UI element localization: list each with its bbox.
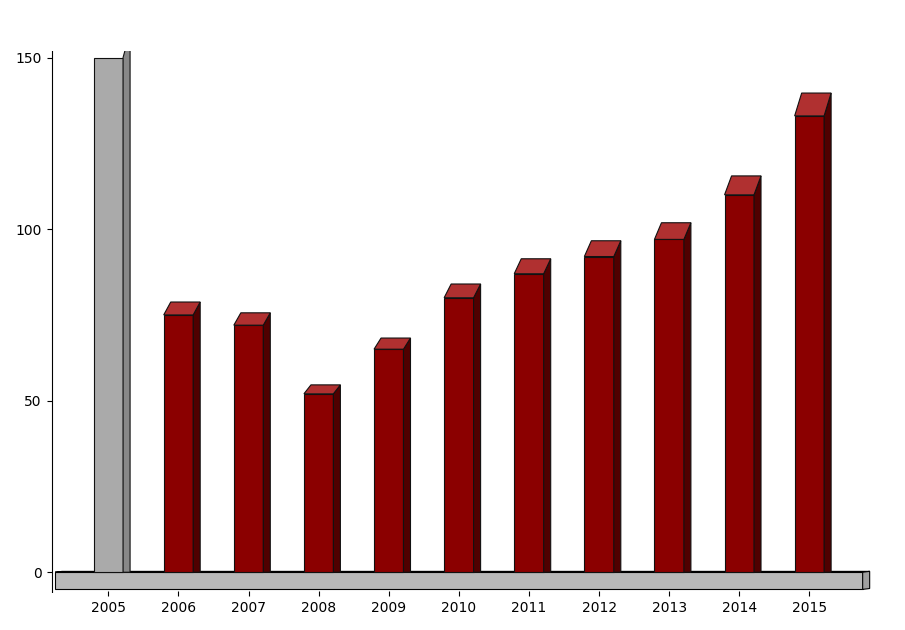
Polygon shape [473, 284, 481, 572]
Polygon shape [824, 93, 831, 572]
Polygon shape [684, 223, 691, 572]
Polygon shape [654, 223, 691, 239]
Polygon shape [514, 259, 551, 273]
Polygon shape [123, 32, 130, 572]
Polygon shape [233, 313, 271, 325]
Polygon shape [614, 241, 621, 572]
Polygon shape [193, 302, 200, 572]
Polygon shape [93, 57, 123, 572]
Polygon shape [55, 571, 870, 572]
Polygon shape [725, 176, 761, 195]
Polygon shape [333, 385, 340, 572]
Polygon shape [304, 385, 340, 394]
Polygon shape [795, 116, 824, 572]
Polygon shape [795, 93, 831, 116]
Polygon shape [862, 571, 870, 590]
Polygon shape [233, 325, 263, 572]
Polygon shape [263, 313, 271, 572]
Polygon shape [585, 256, 614, 572]
Polygon shape [374, 349, 404, 572]
Polygon shape [444, 284, 481, 298]
Title: Eget kapital (mkr): Eget kapital (mkr) [348, 15, 591, 39]
Polygon shape [304, 394, 333, 572]
Polygon shape [164, 302, 200, 315]
Polygon shape [585, 241, 621, 256]
Polygon shape [164, 315, 193, 572]
Polygon shape [754, 176, 761, 572]
Polygon shape [514, 273, 544, 572]
Polygon shape [55, 572, 862, 590]
Polygon shape [404, 338, 411, 572]
Polygon shape [725, 195, 754, 572]
Polygon shape [544, 259, 551, 572]
Polygon shape [444, 298, 473, 572]
Polygon shape [654, 239, 684, 572]
Polygon shape [374, 338, 411, 349]
